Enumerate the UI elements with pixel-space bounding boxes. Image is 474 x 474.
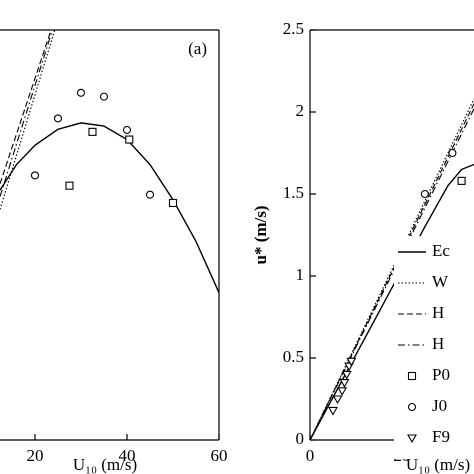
legend-label: H xyxy=(432,303,444,322)
legend-label: W xyxy=(432,272,449,291)
series-line xyxy=(0,30,53,197)
marker-circle xyxy=(99,92,109,101)
y-tick-label: 0 xyxy=(296,429,305,448)
marker-circle xyxy=(448,148,457,158)
marker-circle xyxy=(53,114,63,123)
legend-label: P0 xyxy=(432,365,450,384)
legend-label: H xyxy=(432,334,444,353)
x-axis-label: U₁₀ (m/s) xyxy=(406,455,470,474)
marker-circle xyxy=(30,171,40,180)
y-tick-label: 2 xyxy=(296,101,305,120)
panel-label: (a) xyxy=(188,39,207,58)
marker-triangle xyxy=(407,434,417,444)
series-line xyxy=(0,30,56,210)
plot-area xyxy=(0,30,219,293)
series-line xyxy=(0,122,219,293)
series-line xyxy=(310,108,474,440)
legend-label: F9 xyxy=(432,427,450,446)
x-tick-label: 40 xyxy=(118,446,135,465)
marker-triangle xyxy=(346,357,357,367)
plot-area xyxy=(310,98,474,440)
series-line xyxy=(310,103,474,440)
series-line xyxy=(310,163,474,440)
legend-label: Ec xyxy=(432,241,450,260)
y-tick-label: 0.5 xyxy=(283,347,304,366)
marker-square xyxy=(65,181,74,190)
y-tick-label: 1 xyxy=(296,265,305,284)
marker-square xyxy=(125,135,134,144)
y-tick-label: 2.5 xyxy=(283,19,304,38)
y-axis-label: u* (m/s) xyxy=(251,205,270,264)
marker-triangle xyxy=(328,406,338,416)
marker-circle xyxy=(420,189,429,199)
legend-box xyxy=(394,236,474,459)
y-tick-label: 1.5 xyxy=(283,183,304,202)
marker-square xyxy=(457,176,466,185)
marker-triangle xyxy=(332,395,343,405)
series-line xyxy=(0,30,52,184)
marker-square xyxy=(407,371,417,381)
x-axis-label: U₁₀ (m/s) xyxy=(73,455,137,474)
marker-circle xyxy=(122,125,132,134)
marker-circle xyxy=(407,402,417,412)
x-tick-label: 0 xyxy=(306,446,315,465)
x-tick-label: 20 xyxy=(26,446,43,465)
marker-triangle xyxy=(337,387,348,396)
marker-circle xyxy=(76,88,86,97)
legend-label: J0 xyxy=(432,396,447,415)
marker-circle xyxy=(145,190,155,199)
marker-triangle xyxy=(341,370,352,380)
marker-square xyxy=(88,127,97,136)
x-tick-label: 60 xyxy=(211,446,228,465)
marker-square xyxy=(168,198,178,208)
marker-triangle xyxy=(339,379,350,388)
